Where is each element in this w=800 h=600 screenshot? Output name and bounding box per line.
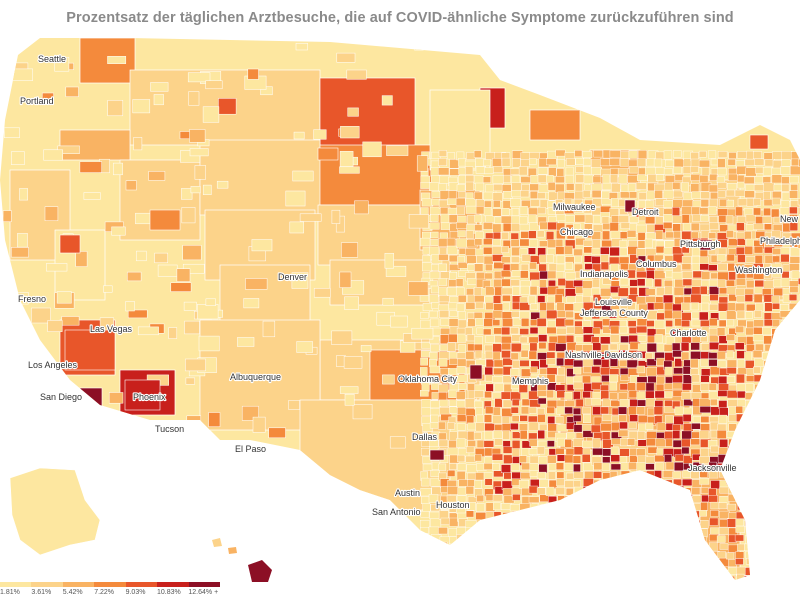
legend-color-scale bbox=[0, 582, 220, 587]
hawaii-inset bbox=[212, 538, 272, 582]
city-label-los-angeles: Los Angeles bbox=[28, 360, 78, 370]
choropleth-map[interactable]: Seattle Portland Fresno Las Vegas Los Angele… bbox=[0, 30, 800, 582]
legend-swatch-6 bbox=[188, 582, 220, 587]
city-label-albuquerque: Albuquerque bbox=[230, 372, 281, 382]
city-label-new: New bbox=[780, 214, 799, 224]
legend-swatch-5 bbox=[157, 582, 189, 587]
city-label-indianapolis: Indianapolis bbox=[580, 269, 629, 279]
city-label-columbus: Columbus bbox=[636, 259, 677, 269]
map-title: Prozentsatz der täglichen Arztbesuche, d… bbox=[66, 10, 734, 26]
legend-swatch-3 bbox=[94, 582, 126, 587]
legend-tick-4: 9.03% bbox=[125, 589, 146, 596]
legend-tick-labels: 1.81% 3.61% 5.42% 7.22% 9.03% 10.83% 12.64% + bbox=[0, 589, 240, 599]
city-label-austin: Austin bbox=[395, 488, 420, 498]
legend-swatch-0 bbox=[0, 582, 32, 587]
city-label-pittsburgh: Pittsburgh bbox=[680, 239, 721, 249]
city-label-charlotte: Charlotte bbox=[670, 328, 707, 338]
legend-tick-1: 3.61% bbox=[31, 589, 52, 596]
legend-tick-2: 5.42% bbox=[62, 589, 83, 596]
city-label-oklahoma-city: Oklahoma City bbox=[398, 374, 458, 384]
city-label-el-paso: El Paso bbox=[235, 444, 266, 454]
city-label-seattle: Seattle bbox=[38, 54, 66, 64]
city-label-washington: Washington bbox=[735, 265, 782, 275]
city-label-milwaukee: Milwaukee bbox=[553, 202, 596, 212]
legend-swatch-1 bbox=[31, 582, 63, 587]
city-label-memphis: Memphis bbox=[512, 376, 549, 386]
city-label-houston: Houston bbox=[436, 500, 470, 510]
city-label-portland: Portland bbox=[20, 96, 54, 106]
alaska-inset bbox=[9, 467, 101, 556]
city-label-chicago: Chicago bbox=[560, 227, 593, 237]
city-label-san-antonio: San Antonio bbox=[372, 507, 421, 517]
legend-swatch-2 bbox=[62, 582, 95, 587]
city-label-fresno: Fresno bbox=[18, 294, 46, 304]
map-legend: 1.81% 3.61% 5.42% 7.22% 9.03% 10.83% 12.64% + bbox=[0, 582, 220, 600]
city-label-detroit: Detroit bbox=[632, 207, 659, 217]
legend-tick-6: 12.64% + bbox=[188, 589, 219, 596]
city-label-jacksonville: Jacksonville bbox=[688, 463, 737, 473]
city-label-dallas: Dallas bbox=[412, 432, 438, 442]
city-label-las-vegas: Las Vegas bbox=[90, 324, 133, 334]
city-label-phoenix: Phoenix bbox=[133, 392, 166, 402]
legend-swatch-4 bbox=[125, 582, 158, 587]
city-label-philadelphia: Philadelphia bbox=[760, 236, 800, 246]
legend-tick-3: 7.22% bbox=[94, 589, 115, 596]
legend-tick-5: 10.83% bbox=[157, 589, 181, 596]
city-label-tucson: Tucson bbox=[155, 424, 184, 434]
city-label-jefferson-county: Jefferson County bbox=[580, 308, 648, 318]
city-label-san-diego: San Diego bbox=[40, 392, 82, 402]
city-label-denver: Denver bbox=[278, 272, 307, 282]
legend-tick-0: 1.81% bbox=[0, 589, 20, 596]
county-cells bbox=[2, 41, 800, 580]
city-label-nashville-davidson: Nashville-Davidson bbox=[565, 350, 642, 360]
city-label-louisville: Louisville bbox=[595, 297, 632, 307]
